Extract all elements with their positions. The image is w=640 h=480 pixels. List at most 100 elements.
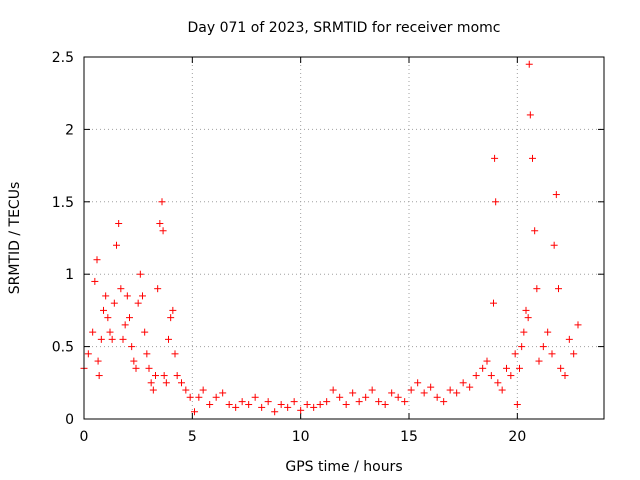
tick-layer [83, 56, 604, 420]
data-point [106, 328, 114, 336]
data-point [513, 401, 521, 409]
data-point [533, 285, 541, 293]
data-point [520, 328, 528, 336]
data-point [199, 386, 207, 394]
data-point [323, 398, 331, 406]
data-point [219, 389, 227, 397]
data-point [555, 285, 562, 293]
data-point [108, 335, 116, 343]
x-tick-label: 0 [80, 429, 89, 445]
data-point [264, 398, 272, 406]
data-point [483, 357, 491, 365]
data-point [525, 60, 533, 68]
data-point [303, 401, 311, 409]
data-point [362, 393, 370, 401]
data-point [440, 398, 448, 406]
data-point [84, 350, 92, 358]
data-point [178, 379, 185, 387]
data-point [526, 111, 534, 119]
data-point [159, 227, 167, 235]
data-point [102, 292, 110, 300]
data-point [160, 372, 168, 380]
data-point [446, 386, 454, 394]
data-point [427, 383, 435, 391]
data-point [258, 403, 266, 411]
grid-layer [84, 57, 604, 419]
data-point [121, 321, 129, 329]
data-point [557, 364, 565, 372]
data-point [490, 299, 497, 307]
data-point [529, 154, 536, 162]
data-point [531, 227, 539, 235]
data-point [539, 343, 547, 351]
data-point [570, 350, 578, 358]
data-point [511, 350, 519, 358]
data-point [169, 306, 177, 314]
data-point [565, 335, 573, 343]
data-point [329, 386, 337, 394]
data-point [206, 401, 214, 409]
y-tick-label: 0 [65, 412, 74, 428]
data-point [535, 357, 543, 365]
data-point [507, 372, 515, 380]
data-point [492, 198, 500, 206]
data-point [89, 328, 97, 336]
data-point [117, 285, 125, 293]
data-point [162, 379, 170, 387]
data-point [459, 379, 467, 387]
data-point [191, 408, 198, 416]
data-point [394, 393, 402, 401]
data-point [561, 372, 569, 380]
data-point [195, 393, 203, 401]
x-tick-label: 20 [508, 429, 526, 445]
x-tick-label: 10 [292, 429, 310, 445]
data-point [453, 389, 461, 397]
data-point [420, 389, 428, 397]
data-point [245, 401, 253, 409]
data-points [80, 60, 582, 416]
y-tick-label: 1 [65, 267, 74, 283]
y-tick-label: 0.5 [52, 340, 74, 356]
y-tick-label: 2 [65, 122, 74, 138]
data-point [232, 403, 240, 411]
data-point [479, 364, 487, 372]
data-point [414, 379, 422, 387]
data-point [297, 406, 305, 414]
data-point [113, 241, 120, 249]
data-point [548, 350, 556, 358]
data-point [284, 403, 292, 411]
data-point [110, 299, 118, 307]
data-point [97, 335, 105, 343]
data-point [91, 277, 99, 285]
data-point [123, 292, 131, 300]
plot-frame [83, 56, 605, 420]
data-point [126, 314, 133, 322]
data-point [212, 393, 220, 401]
data-point [401, 398, 409, 406]
data-point [316, 401, 324, 409]
data-point [100, 306, 107, 314]
x-tick-label: 15 [400, 429, 418, 445]
data-point [388, 389, 396, 397]
data-point [94, 357, 102, 365]
data-point [119, 335, 127, 343]
data-point [95, 372, 103, 380]
data-point [472, 372, 480, 380]
data-point [349, 389, 357, 397]
data-point [524, 314, 532, 322]
data-point [225, 401, 233, 409]
data-point [271, 408, 279, 416]
data-point [238, 398, 246, 406]
data-point [494, 379, 502, 387]
data-point [487, 372, 495, 380]
data-point [132, 364, 140, 372]
data-point [310, 403, 318, 411]
data-point [518, 343, 526, 351]
data-point [158, 198, 166, 206]
data-point [173, 372, 181, 380]
data-point [143, 350, 151, 358]
data-point [574, 321, 582, 329]
data-point [336, 393, 344, 401]
data-point [149, 386, 157, 394]
data-point [147, 379, 155, 387]
